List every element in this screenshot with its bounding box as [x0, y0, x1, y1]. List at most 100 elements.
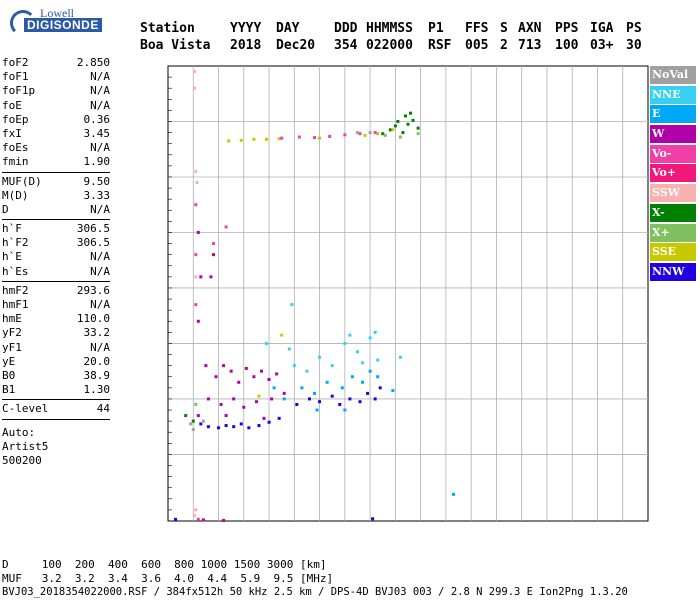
- data-point-ssw: [193, 513, 197, 517]
- legend-item: X+: [650, 223, 696, 242]
- param-row: MUF(D) 9.50: [2, 175, 110, 189]
- param-row: D N/A: [2, 203, 110, 217]
- data-point-vo-: [196, 517, 200, 521]
- param-value: 110.0: [76, 312, 110, 326]
- param-name: h`E: [2, 250, 22, 264]
- param-value: N/A: [90, 298, 110, 311]
- param-value: N/A: [90, 70, 110, 84]
- header-label: Station: [140, 21, 195, 36]
- param-name: yF2: [2, 326, 22, 340]
- data-point-nnw: [378, 386, 382, 390]
- data-point-e: [325, 380, 329, 384]
- divider: [2, 418, 110, 420]
- data-point-x-: [388, 128, 392, 132]
- param-name: fxI: [2, 126, 22, 140]
- data-point-w: [224, 414, 228, 418]
- param-row: foF1p N/A: [2, 84, 110, 98]
- param-name: foEs: [2, 141, 29, 155]
- data-point-w: [229, 369, 233, 373]
- data-point-e: [451, 492, 455, 496]
- divider: [2, 399, 110, 401]
- header-value: 354: [334, 38, 358, 53]
- data-point-nnw: [358, 400, 362, 404]
- data-point-e: [282, 397, 286, 401]
- data-point-sse: [277, 137, 281, 141]
- header-label: FFS: [465, 21, 489, 36]
- logo-arc-icon: [10, 10, 36, 36]
- header-label: P1: [428, 21, 444, 36]
- data-point-nnw: [174, 517, 178, 521]
- data-point-w: [244, 366, 248, 370]
- param-value: 20.0: [83, 354, 111, 368]
- data-point-vo-: [194, 253, 198, 257]
- param-name: h`F: [2, 222, 22, 236]
- logo-text-lowell: Lowell: [40, 6, 74, 20]
- data-point-sse: [363, 133, 367, 137]
- data-point-x-: [383, 133, 387, 137]
- header-label: DAY: [276, 21, 300, 36]
- param-value: 293.6: [76, 283, 110, 297]
- header-value: 2: [500, 38, 508, 53]
- data-point-w: [262, 416, 266, 420]
- param-name: hmF2: [2, 283, 29, 297]
- param-name: foEp: [2, 112, 29, 126]
- data-point-nnw: [371, 517, 375, 521]
- data-point-nne: [355, 350, 359, 354]
- data-point-nnw: [348, 397, 352, 401]
- param-row: fmin 1.90: [2, 155, 110, 169]
- header-value: 022000: [366, 38, 413, 53]
- data-point-e: [361, 380, 365, 384]
- param-row: B1 1.30: [2, 383, 110, 397]
- data-point-nne: [318, 355, 322, 359]
- distance-scale-row: D 100 200 400 600 800 1000 1500 3000 [km…: [2, 558, 327, 571]
- data-point-nnw: [338, 402, 342, 406]
- header-value: 100: [555, 38, 579, 53]
- param-row: yF2 33.2: [2, 326, 110, 340]
- param-name: B0: [2, 368, 16, 382]
- param-value: N/A: [90, 264, 110, 278]
- data-point-ssw: [194, 169, 198, 173]
- data-point-x-: [393, 124, 397, 128]
- legend-item: Vo-: [650, 144, 696, 163]
- data-point-x-: [401, 131, 405, 135]
- param-row: B0 38.9: [2, 369, 110, 383]
- digisonde-logo: Lowell DIGISONDE: [10, 6, 120, 40]
- data-point-nnw: [267, 420, 271, 424]
- data-point-w: [242, 405, 246, 409]
- data-point-nne: [290, 303, 294, 307]
- param-row: yF1 N/A: [2, 341, 110, 355]
- data-point-sse: [257, 394, 261, 398]
- data-point-noval: [368, 131, 372, 135]
- data-point-x-: [406, 122, 410, 126]
- data-point-nne: [292, 364, 296, 368]
- param-value: 38.9: [83, 368, 111, 382]
- data-point-nnw: [318, 400, 322, 404]
- data-point-sse: [391, 128, 395, 132]
- data-point-x-: [184, 414, 188, 418]
- data-point-noval: [189, 422, 193, 426]
- param-value: 3.33: [83, 188, 111, 202]
- param-name: C-level: [2, 402, 49, 416]
- header-label: PS: [626, 21, 642, 36]
- header-value: 30: [626, 38, 642, 53]
- param-value: 1.90: [83, 155, 111, 169]
- legend-item: E: [650, 105, 696, 124]
- data-point-nnw: [206, 425, 210, 429]
- param-value: N/A: [90, 202, 110, 216]
- param-group-confidence: C-level 44: [2, 402, 110, 416]
- data-point-w: [196, 319, 200, 323]
- param-name: B1: [2, 383, 16, 397]
- param-row: C-level 44: [2, 402, 110, 416]
- data-point-w: [267, 378, 271, 382]
- param-row: h`F 306.5: [2, 222, 110, 236]
- data-point-nne: [376, 358, 380, 362]
- header-value: 713: [518, 38, 542, 53]
- header-label: IGA: [590, 21, 614, 36]
- data-point-w: [209, 275, 213, 279]
- data-point-noval: [355, 131, 359, 135]
- data-point-w: [232, 397, 236, 401]
- data-point-w: [252, 375, 256, 379]
- data-point-nne: [361, 361, 365, 365]
- data-point-sse: [239, 138, 243, 142]
- data-point-e: [350, 375, 354, 379]
